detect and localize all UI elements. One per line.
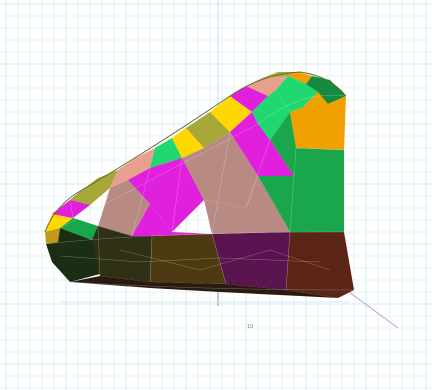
surface-patch <box>182 132 258 208</box>
surface-patch <box>60 218 98 240</box>
surface-patch <box>46 226 100 282</box>
surface-patch <box>286 232 354 298</box>
surface-patch <box>92 226 152 282</box>
surface-patch <box>212 232 290 290</box>
surface-patch <box>290 92 346 150</box>
surface-patch <box>258 112 344 232</box>
surface-patch <box>204 176 290 234</box>
surface-patch <box>276 76 318 112</box>
surface-patch <box>150 234 226 284</box>
axis-tick-label: 10 <box>247 324 253 330</box>
surface-patch <box>98 180 150 236</box>
parametric-surface[interactable] <box>44 71 355 298</box>
surface-patch <box>132 204 212 236</box>
surface-patch <box>70 276 338 298</box>
surface-patch <box>246 76 288 96</box>
surface-patch <box>230 112 294 176</box>
surface-rim <box>44 71 347 233</box>
surface-patch <box>288 72 312 84</box>
surface-patch <box>45 228 60 244</box>
surface-mesh <box>45 94 355 291</box>
surface-patch <box>210 96 252 132</box>
surface-patch <box>172 128 204 158</box>
surface-patch <box>128 158 204 232</box>
surface-patch <box>252 90 290 140</box>
surface-patch <box>70 170 118 205</box>
surface-patch <box>110 148 155 188</box>
surface-patch <box>306 76 346 104</box>
